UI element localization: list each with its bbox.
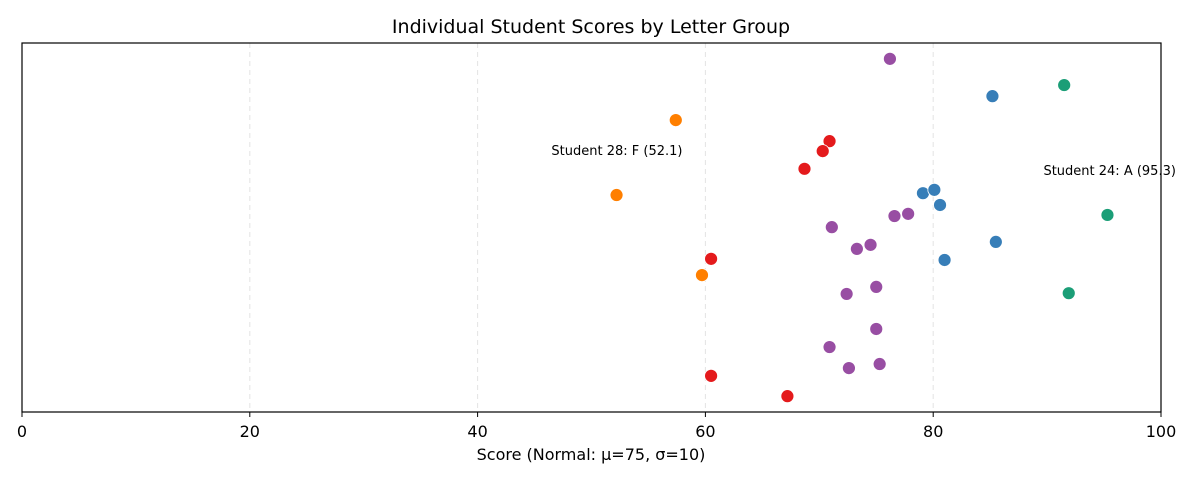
data-point	[824, 220, 839, 235]
data-point	[839, 287, 854, 301]
data-point	[815, 144, 830, 159]
data-point	[883, 51, 897, 66]
data-point	[985, 89, 1000, 104]
data-points	[609, 51, 1115, 404]
x-tick-label: 20	[240, 422, 260, 441]
x-tick-label: 40	[467, 422, 487, 441]
annotation-label: Student 28: F (52.1)	[551, 144, 682, 159]
data-point	[901, 206, 916, 221]
data-point	[822, 340, 837, 354]
data-point	[869, 280, 884, 294]
data-point	[668, 113, 683, 128]
data-point	[780, 389, 795, 404]
data-point	[822, 134, 837, 149]
x-tick-label: 0	[17, 422, 27, 441]
x-axis-label: Score (Normal: μ=75, σ=10)	[477, 445, 706, 464]
data-point	[927, 182, 942, 197]
data-point	[797, 161, 812, 176]
data-point	[988, 234, 1003, 249]
data-point	[704, 251, 718, 266]
data-point	[863, 237, 878, 252]
data-point	[1057, 78, 1072, 92]
x-axis-ticks: 0 20 40 60 80 100	[17, 412, 1176, 441]
plot-frame	[21, 42, 1162, 413]
data-point	[704, 368, 718, 383]
annotation-label: Student 24: A (95.3)	[1043, 164, 1175, 179]
data-point	[1100, 208, 1115, 222]
data-point	[695, 268, 709, 283]
x-tick-label: 80	[923, 422, 943, 441]
data-point	[887, 209, 902, 223]
x-tick-label: 100	[1146, 422, 1177, 441]
data-point	[916, 186, 930, 201]
data-point	[933, 198, 947, 212]
chart-title: Individual Student Scores by Letter Grou…	[392, 16, 790, 38]
data-point	[849, 242, 864, 256]
grid-lines	[249, 43, 934, 412]
data-point	[842, 361, 856, 375]
data-point	[1061, 286, 1076, 301]
x-tick-label: 60	[695, 422, 715, 441]
data-point	[872, 357, 887, 371]
data-point	[609, 188, 624, 202]
annotations: Student 28: F (52.1) Student 24: A (95.3)	[551, 144, 1176, 179]
data-point	[869, 322, 884, 336]
data-point	[937, 253, 952, 267]
